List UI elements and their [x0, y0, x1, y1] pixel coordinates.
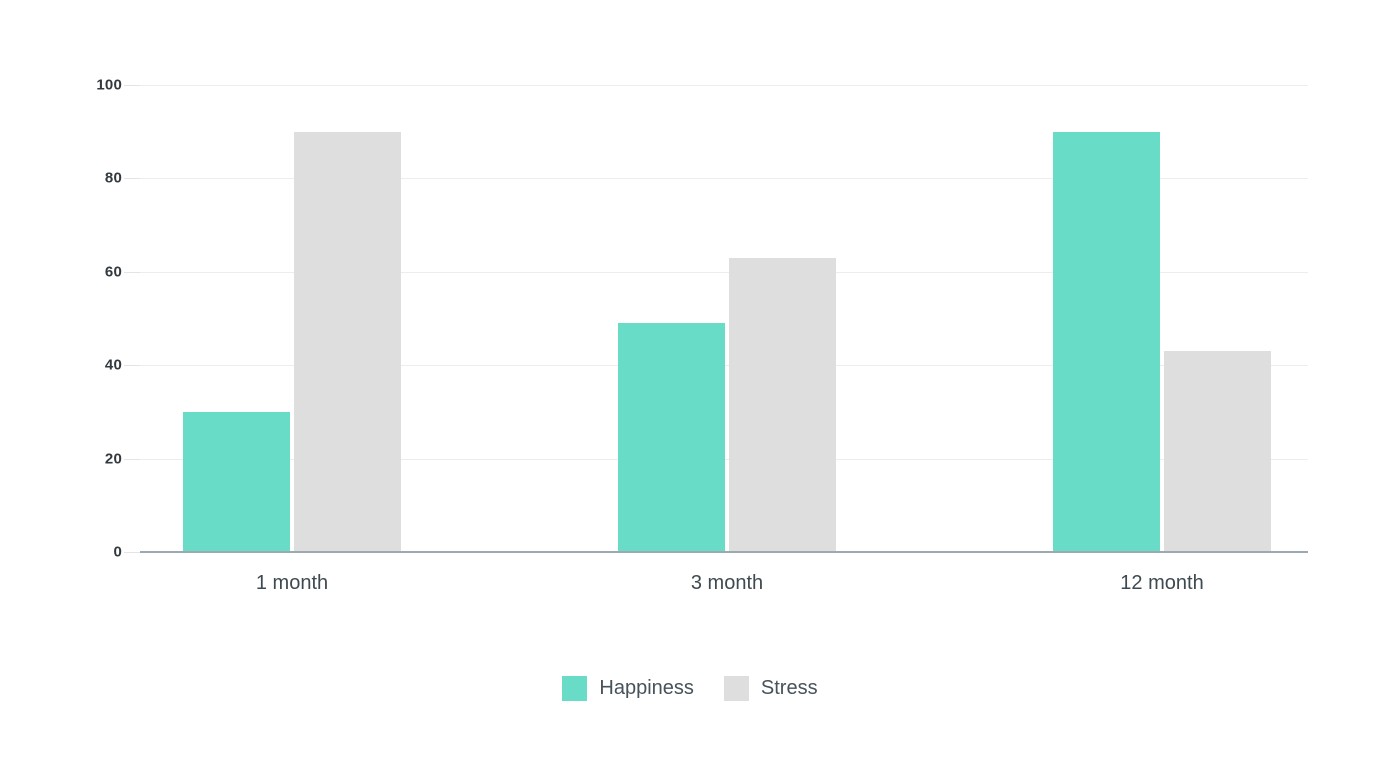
y-tick-label: 100 [96, 76, 122, 94]
gridline-60 [140, 271, 1308, 273]
bar-group-1-month [183, 85, 401, 552]
bar-group-12-month [1053, 85, 1271, 552]
gridline-100 [140, 85, 1308, 86]
bar-happiness-3-month[interactable] [618, 323, 725, 552]
y-tick-0 [124, 552, 140, 553]
legend-item-happiness[interactable]: Happiness [562, 676, 694, 701]
y-tick-80 [124, 178, 140, 180]
legend-label: Stress [760, 677, 818, 699]
y-tick-20 [124, 458, 140, 460]
plot-area [140, 85, 1308, 553]
y-tick-label: 0 [113, 543, 122, 561]
bar-stress-3-month[interactable] [729, 257, 836, 552]
bar-stress-12-month[interactable] [1164, 351, 1271, 552]
x-category-label: 1 month [255, 572, 329, 594]
x-axis-labels: 1 month 3 month 12 month [140, 572, 1308, 595]
bar-group-3-month [618, 85, 836, 552]
legend-item-stress[interactable]: Stress [723, 676, 818, 701]
y-tick-label: 20 [104, 450, 122, 468]
legend-label: Happiness [599, 677, 694, 699]
y-tick-60 [124, 271, 140, 273]
bar-stress-1-month[interactable] [294, 131, 401, 552]
x-category-label: 12 month [1120, 572, 1204, 594]
legend-swatch-stress [723, 676, 749, 701]
x-axis-line [140, 551, 1308, 553]
gridline-80 [140, 178, 1308, 180]
legend: Happiness Stress [0, 676, 1380, 701]
y-tick-label: 40 [104, 356, 122, 374]
y-tick-label: 60 [104, 263, 122, 281]
bar-happiness-1-month[interactable] [183, 411, 290, 552]
bar-groups [140, 85, 1308, 552]
legend-swatch-happiness [562, 676, 588, 701]
y-tick-label: 80 [104, 169, 122, 187]
bar-happiness-12-month[interactable] [1053, 131, 1160, 552]
y-tick-40 [124, 365, 140, 367]
y-tick-100 [124, 85, 140, 86]
x-category-label: 3 month [690, 572, 764, 594]
